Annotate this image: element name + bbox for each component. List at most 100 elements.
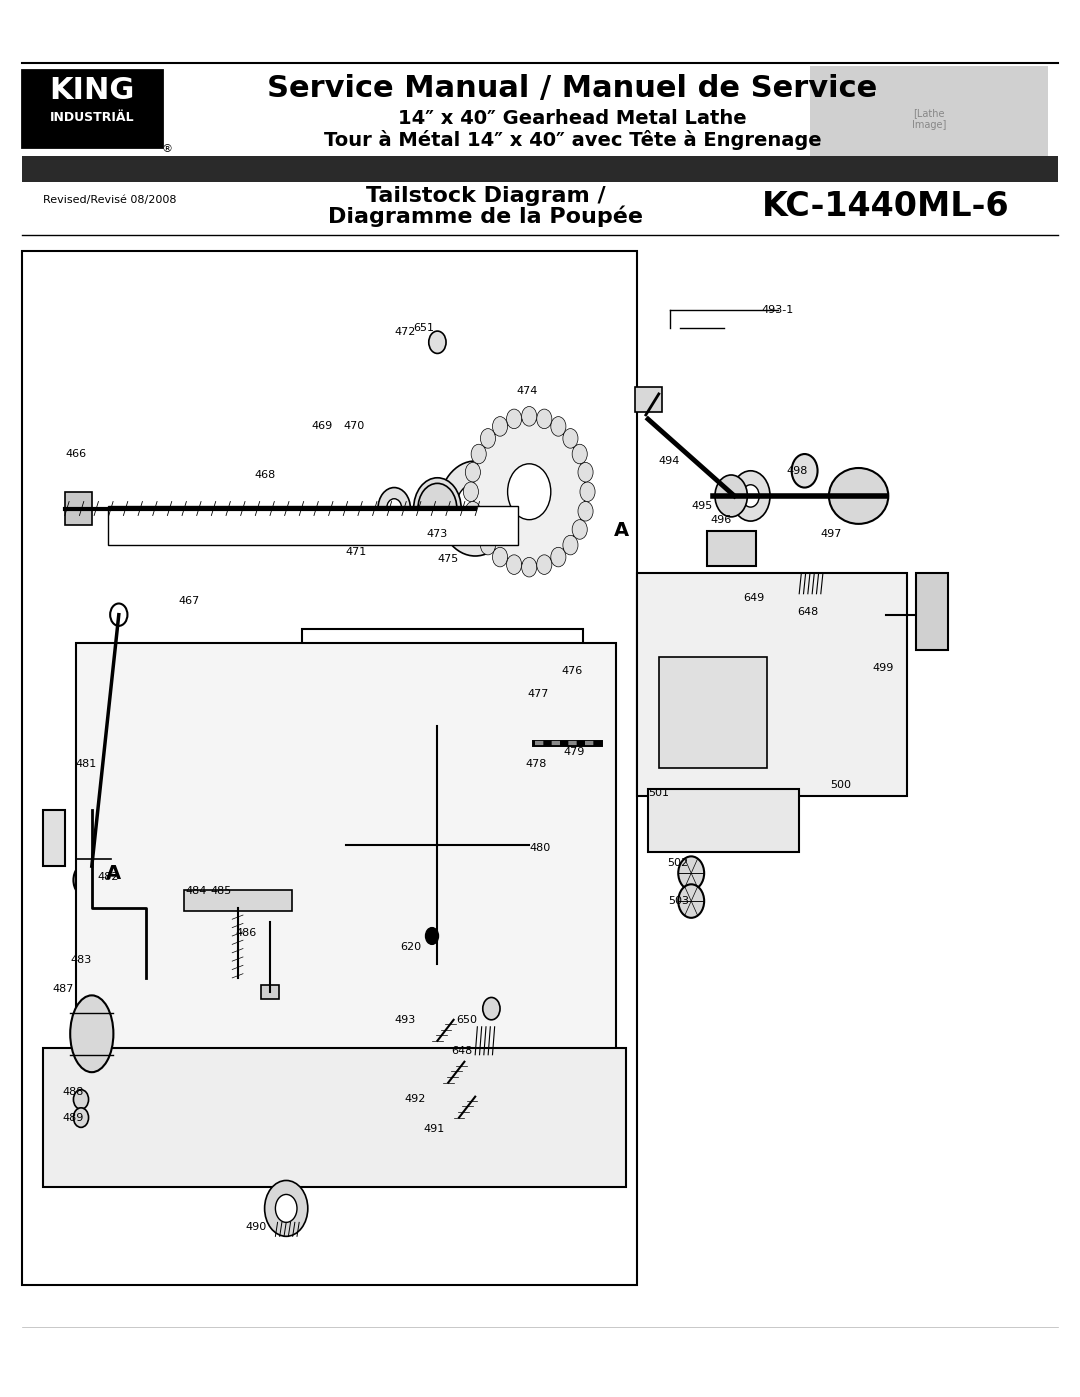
Text: 492: 492 bbox=[404, 1094, 426, 1105]
Text: 499: 499 bbox=[873, 662, 894, 673]
Text: 494: 494 bbox=[659, 455, 680, 467]
Text: 466: 466 bbox=[65, 448, 86, 460]
Circle shape bbox=[387, 499, 402, 518]
Circle shape bbox=[471, 520, 486, 539]
Bar bbox=[302, 629, 583, 936]
Text: 497: 497 bbox=[821, 528, 842, 539]
Bar bbox=[707, 531, 756, 566]
Text: 479: 479 bbox=[564, 746, 585, 757]
Text: ®: ® bbox=[162, 144, 173, 155]
Circle shape bbox=[342, 722, 532, 968]
Circle shape bbox=[580, 482, 595, 502]
FancyBboxPatch shape bbox=[76, 643, 616, 1062]
FancyBboxPatch shape bbox=[810, 66, 1048, 170]
Circle shape bbox=[551, 548, 566, 567]
Circle shape bbox=[465, 462, 481, 482]
Ellipse shape bbox=[829, 468, 889, 524]
Circle shape bbox=[481, 535, 496, 555]
Text: 485: 485 bbox=[211, 886, 232, 897]
Text: 470: 470 bbox=[343, 420, 365, 432]
Polygon shape bbox=[43, 810, 65, 866]
Circle shape bbox=[537, 555, 552, 574]
Text: 490: 490 bbox=[245, 1221, 267, 1232]
Text: A: A bbox=[613, 521, 629, 541]
Bar bbox=[108, 506, 518, 545]
Text: 498: 498 bbox=[786, 465, 808, 476]
Text: A: A bbox=[106, 863, 121, 883]
Circle shape bbox=[715, 475, 747, 517]
Text: 649: 649 bbox=[743, 592, 765, 604]
Text: 502: 502 bbox=[667, 858, 689, 869]
Circle shape bbox=[73, 863, 99, 897]
Bar bbox=[659, 657, 767, 768]
Text: 651: 651 bbox=[413, 323, 434, 334]
Text: 501: 501 bbox=[648, 788, 670, 799]
Text: 620: 620 bbox=[400, 942, 421, 953]
Text: 495: 495 bbox=[691, 500, 713, 511]
Circle shape bbox=[275, 1194, 297, 1222]
Text: 496: 496 bbox=[711, 514, 732, 525]
Circle shape bbox=[73, 1090, 89, 1109]
Circle shape bbox=[742, 485, 759, 507]
Bar bbox=[261, 985, 279, 999]
Circle shape bbox=[792, 454, 818, 488]
Circle shape bbox=[426, 928, 438, 944]
Circle shape bbox=[346, 726, 529, 964]
Bar bbox=[22, 156, 1058, 182]
Circle shape bbox=[265, 1180, 308, 1236]
Text: Tailstock Diagram /: Tailstock Diagram / bbox=[366, 186, 606, 205]
Text: Tour à Métal 14″ x 40″ avec Tête à Engrenage: Tour à Métal 14″ x 40″ avec Tête à Engre… bbox=[324, 130, 821, 149]
Circle shape bbox=[522, 407, 537, 426]
FancyBboxPatch shape bbox=[43, 1048, 626, 1187]
Circle shape bbox=[471, 444, 486, 464]
Text: Service Manual / Manuel de Service: Service Manual / Manuel de Service bbox=[267, 74, 878, 102]
FancyBboxPatch shape bbox=[22, 70, 162, 147]
Text: 475: 475 bbox=[437, 553, 459, 564]
Text: [Lathe
Image]: [Lathe Image] bbox=[912, 108, 946, 130]
Circle shape bbox=[572, 520, 588, 539]
Text: 650: 650 bbox=[456, 1014, 477, 1025]
Circle shape bbox=[551, 416, 566, 436]
Text: INDUSTRIÄL: INDUSTRIÄL bbox=[50, 110, 134, 124]
Text: 476: 476 bbox=[562, 665, 583, 676]
Circle shape bbox=[429, 331, 446, 353]
Text: 477: 477 bbox=[527, 689, 549, 700]
Circle shape bbox=[465, 502, 481, 521]
Text: 648: 648 bbox=[797, 606, 819, 617]
Circle shape bbox=[463, 482, 478, 502]
Text: 500: 500 bbox=[829, 780, 851, 791]
Text: 483: 483 bbox=[70, 954, 92, 965]
Text: 488: 488 bbox=[63, 1087, 84, 1098]
Text: KC-1440ML-6: KC-1440ML-6 bbox=[761, 190, 1010, 224]
Text: 471: 471 bbox=[346, 546, 367, 557]
Text: 474: 474 bbox=[516, 386, 538, 397]
Text: 482: 482 bbox=[97, 872, 119, 883]
Text: 469: 469 bbox=[311, 420, 333, 432]
Circle shape bbox=[507, 555, 522, 574]
Bar bbox=[22, 251, 637, 1285]
Text: 489: 489 bbox=[63, 1112, 84, 1123]
Text: 487: 487 bbox=[52, 983, 73, 995]
Bar bbox=[637, 573, 907, 796]
Circle shape bbox=[563, 535, 578, 555]
Bar bbox=[65, 492, 92, 525]
Circle shape bbox=[563, 429, 578, 448]
Text: 472: 472 bbox=[394, 327, 416, 338]
Bar bbox=[648, 789, 799, 852]
Circle shape bbox=[507, 409, 522, 429]
Circle shape bbox=[349, 731, 526, 960]
Circle shape bbox=[378, 488, 410, 529]
Circle shape bbox=[73, 1108, 89, 1127]
Circle shape bbox=[427, 495, 448, 522]
Circle shape bbox=[483, 997, 500, 1020]
Ellipse shape bbox=[70, 995, 113, 1073]
Circle shape bbox=[410, 810, 464, 880]
Circle shape bbox=[492, 416, 508, 436]
Text: 648: 648 bbox=[451, 1045, 473, 1056]
Circle shape bbox=[678, 884, 704, 918]
Circle shape bbox=[492, 548, 508, 567]
Circle shape bbox=[578, 462, 593, 482]
Text: 503: 503 bbox=[667, 895, 689, 907]
Text: 486: 486 bbox=[235, 928, 257, 939]
Text: 473: 473 bbox=[427, 528, 448, 539]
